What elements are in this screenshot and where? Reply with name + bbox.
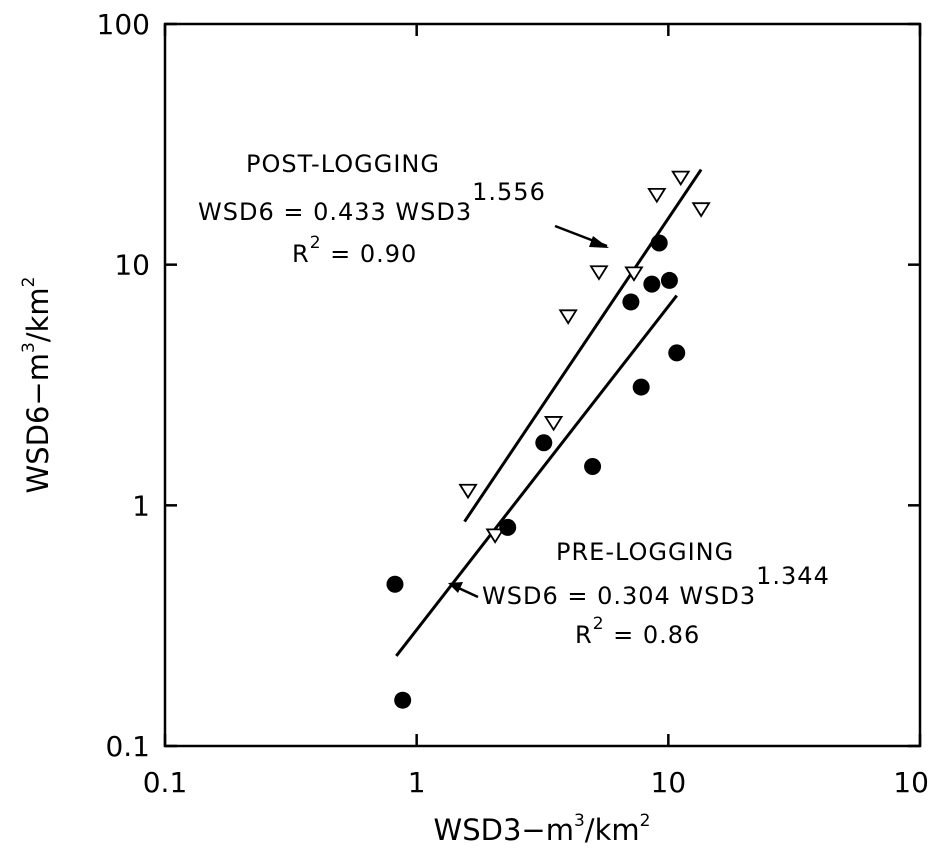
markers bbox=[386, 170, 711, 709]
y-tick-label: 10 bbox=[114, 249, 150, 282]
pre-logging-label: PRE-LOGGING bbox=[556, 538, 734, 566]
point-post-logging bbox=[671, 170, 691, 187]
fit-lines bbox=[395, 168, 703, 657]
point-pre-logging bbox=[535, 434, 553, 452]
post-logging-annotation: POST-LOGGING WSD6 = 0.433 WSD31.556 R2 =… bbox=[198, 150, 609, 268]
fit-line-pre-logging bbox=[395, 294, 678, 657]
ticks bbox=[163, 22, 922, 748]
point-post-logging bbox=[647, 187, 667, 204]
x-tick-label: 10 bbox=[651, 766, 687, 799]
y-axis-title: WSD6−m3/km2 bbox=[19, 277, 55, 494]
y-tick-label: 1 bbox=[132, 489, 150, 522]
post-logging-label: POST-LOGGING bbox=[246, 150, 440, 178]
fit-line-post-logging bbox=[463, 168, 703, 523]
plot-frame bbox=[163, 22, 922, 748]
y-tick-label: 0.1 bbox=[105, 730, 150, 763]
point-post-logging bbox=[624, 266, 644, 282]
post-logging-arrowhead bbox=[589, 236, 609, 248]
point-pre-logging bbox=[632, 378, 650, 396]
point-post-logging bbox=[543, 416, 564, 432]
x-tick-label: 100 bbox=[893, 766, 930, 799]
pre-logging-r2: R2 = 0.86 bbox=[575, 614, 700, 649]
point-post-logging bbox=[691, 202, 711, 218]
point-pre-logging bbox=[650, 234, 668, 252]
post-logging-equation: WSD6 = 0.433 WSD31.556 bbox=[198, 178, 546, 226]
point-pre-logging bbox=[386, 575, 404, 593]
pre-logging-annotation: PRE-LOGGING WSD6 = 0.304 WSD31.344 R2 = … bbox=[448, 538, 830, 649]
point-pre-logging bbox=[660, 271, 678, 289]
y-tick-label: 100 bbox=[97, 8, 150, 41]
tick-labels: 0.1 1 10 100 0.1 1 10 100 bbox=[97, 8, 930, 799]
point-pre-logging bbox=[584, 457, 602, 475]
point-pre-logging bbox=[668, 344, 686, 362]
x-axis-title: WSD3−m3/km2 bbox=[434, 811, 651, 847]
pre-logging-equation: WSD6 = 0.304 WSD31.344 bbox=[482, 562, 830, 610]
x-tick-label: 0.1 bbox=[143, 766, 188, 799]
point-post-logging bbox=[485, 528, 505, 544]
pre-logging-arrowhead bbox=[448, 582, 463, 593]
point-pre-logging bbox=[394, 691, 412, 709]
point-pre-logging bbox=[499, 518, 517, 536]
point-post-logging bbox=[558, 309, 578, 325]
x-tick-label: 1 bbox=[408, 766, 426, 799]
point-pre-logging bbox=[643, 275, 661, 293]
post-logging-r2: R2 = 0.90 bbox=[292, 233, 417, 268]
point-pre-logging bbox=[622, 293, 640, 311]
point-post-logging bbox=[458, 483, 478, 500]
point-post-logging bbox=[589, 265, 609, 281]
